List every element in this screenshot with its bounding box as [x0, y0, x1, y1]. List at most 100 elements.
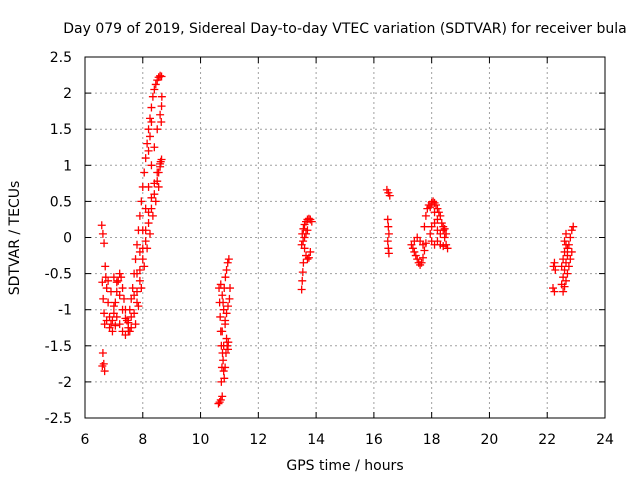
data-point	[130, 309, 139, 318]
data-point	[419, 240, 427, 249]
data-point	[443, 244, 452, 253]
data-point	[419, 253, 427, 262]
data-point	[221, 273, 230, 282]
data-point	[156, 110, 165, 119]
data-point	[420, 246, 429, 255]
x-tick-label: 16	[365, 432, 383, 448]
data-point	[147, 204, 156, 213]
data-point	[219, 367, 228, 376]
y-tick-label: 1.5	[50, 122, 72, 138]
data-point	[224, 338, 233, 347]
data-point	[117, 273, 126, 282]
data-point	[559, 255, 568, 264]
data-point	[216, 312, 225, 321]
data-point	[144, 125, 153, 134]
data-point	[99, 294, 108, 303]
data-point	[118, 305, 127, 314]
data-point	[383, 215, 392, 224]
data-point	[144, 146, 153, 155]
x-axis-label: GPS time / hours	[286, 458, 403, 474]
data-point	[219, 356, 228, 365]
data-point	[563, 244, 572, 253]
x-tick-label: 18	[423, 432, 441, 448]
data-point	[566, 255, 575, 264]
data-point	[383, 237, 392, 246]
data-point	[115, 269, 124, 278]
data-point	[225, 294, 234, 303]
data-point	[109, 302, 118, 311]
data-point	[154, 182, 163, 191]
data-point	[153, 125, 162, 134]
data-point	[97, 221, 106, 230]
data-point	[133, 298, 141, 307]
data-point	[131, 320, 140, 329]
data-point	[135, 276, 144, 285]
data-point	[218, 291, 227, 300]
data-point	[226, 284, 235, 293]
data-point	[410, 247, 419, 256]
data-point	[111, 298, 120, 307]
data-point	[299, 258, 308, 267]
x-tick-labels: 6 8 10 12 14 16 18 20 22 24	[81, 432, 614, 448]
y-tick-label: -1	[58, 303, 72, 319]
data-point	[220, 374, 229, 383]
data-point	[148, 211, 157, 220]
data-point	[141, 154, 150, 163]
data-point	[550, 287, 559, 296]
x-tick-label: 6	[81, 432, 90, 448]
data-point	[218, 392, 227, 401]
data-point	[300, 233, 309, 242]
data-point	[216, 280, 225, 289]
data-point	[549, 262, 558, 271]
y-tick-label: 0	[63, 231, 72, 247]
data-point	[384, 222, 393, 231]
series-pass-17.3-18.6h	[407, 197, 452, 269]
y-tick-label: 2.5	[50, 50, 72, 66]
data-point	[549, 284, 557, 293]
data-point	[224, 345, 232, 354]
y-axis-label: SDTVAR / TECUs	[7, 181, 23, 296]
data-point	[146, 114, 154, 123]
data-point	[98, 229, 107, 238]
data-point	[125, 305, 134, 314]
data-point	[134, 302, 143, 311]
data-point	[433, 226, 442, 235]
data-point	[151, 197, 160, 206]
data-point	[216, 395, 225, 404]
data-point	[299, 224, 308, 233]
data-point	[156, 157, 165, 166]
series-pass-7.5-8.7h-rise	[125, 71, 166, 329]
data-point	[112, 312, 121, 321]
series-pass-6.8-7.6h	[101, 262, 136, 339]
y-tick-label: 1	[63, 158, 72, 174]
data-point	[550, 258, 559, 267]
data-point	[567, 247, 576, 256]
data-point	[133, 287, 141, 296]
data-point	[427, 237, 436, 246]
x-tick-label: 20	[481, 432, 499, 448]
data-point	[306, 247, 315, 256]
data-point	[143, 244, 152, 253]
data-point	[157, 72, 166, 81]
series-pass-22.2-22.9h	[549, 222, 578, 296]
x-tick-label: 24	[596, 432, 614, 448]
data-point	[100, 239, 109, 248]
data-point	[437, 219, 446, 228]
data-point	[150, 143, 159, 152]
data-point	[385, 191, 394, 200]
data-point	[147, 161, 156, 170]
data-point	[146, 132, 154, 141]
data-point	[98, 278, 107, 287]
y-tick-labels: 2.5 2 1.5 1 0.5 0 -0.5 -1 -1.5 -2 -2.5	[45, 50, 72, 427]
data-point	[150, 190, 159, 199]
data-point	[217, 341, 226, 350]
data-point	[223, 258, 232, 267]
data-point	[560, 237, 569, 246]
data-point	[144, 219, 153, 228]
data-point	[109, 273, 118, 282]
data-point	[440, 233, 449, 242]
data-point	[562, 276, 570, 285]
data-point	[150, 85, 159, 94]
data-point	[411, 251, 420, 260]
data-point	[408, 244, 417, 253]
